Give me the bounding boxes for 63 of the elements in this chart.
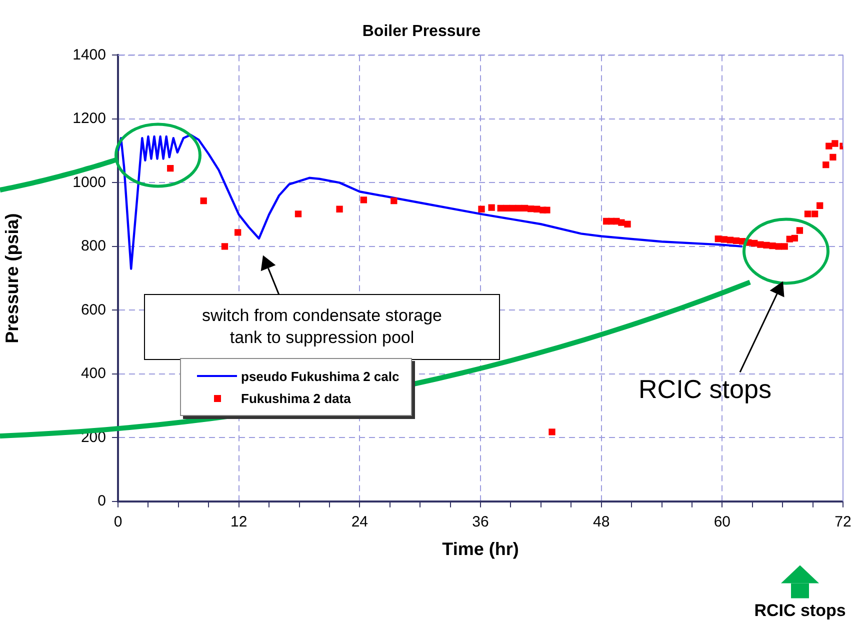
x-tick-label: 60 <box>714 514 731 531</box>
point <box>544 206 550 214</box>
point <box>720 236 728 243</box>
point <box>775 243 782 250</box>
point <box>826 142 832 150</box>
point <box>221 243 228 250</box>
point <box>234 229 242 236</box>
x-tick-label: 12 <box>230 514 248 531</box>
chart-title: Boiler Pressure <box>362 23 481 40</box>
point <box>714 235 722 242</box>
point <box>822 162 830 168</box>
y-tick-label: 0 <box>98 492 106 510</box>
point <box>497 204 504 212</box>
point <box>503 204 510 212</box>
x-tick-label: 48 <box>592 514 610 531</box>
point <box>726 236 734 244</box>
point <box>769 242 776 250</box>
point <box>816 202 824 209</box>
annotation: switch from condensate storage tank to suppression pool <box>200 305 443 350</box>
point <box>534 206 540 212</box>
y-tick-label: 600 <box>80 301 106 318</box>
point <box>167 165 174 172</box>
y-tick-label: 800 <box>80 238 106 255</box>
point <box>360 196 368 204</box>
point <box>618 219 625 226</box>
point <box>528 205 534 212</box>
y-tick-label: 1000 <box>72 174 106 191</box>
point <box>488 204 495 211</box>
x-tick-label: 72 <box>834 514 852 531</box>
point <box>200 198 207 204</box>
point <box>509 204 516 212</box>
point <box>751 240 758 247</box>
point <box>781 243 788 250</box>
text-box: switch from condensate storage tank to suppression pool <box>144 294 500 360</box>
point <box>294 210 302 218</box>
point <box>390 198 398 204</box>
point <box>832 140 838 147</box>
x-tick-label: 36 <box>472 514 489 531</box>
point <box>732 237 740 244</box>
point <box>791 234 798 242</box>
text: RCIC stops <box>753 601 847 622</box>
y-axis-title: Pressure (psia) <box>2 213 22 344</box>
x-tick-label: 24 <box>351 514 368 531</box>
point <box>804 210 812 218</box>
point <box>521 204 528 212</box>
legend-label: pseudo Fukushima 2 calc <box>241 368 400 384</box>
point <box>478 206 485 212</box>
annotation: RCIC stops <box>638 374 772 405</box>
point <box>763 242 770 248</box>
point <box>336 206 343 212</box>
legend-label: Fukushima 2 data <box>241 390 351 406</box>
point <box>515 204 522 212</box>
point <box>830 154 836 161</box>
point <box>757 241 764 248</box>
y-tick-label: 400 <box>80 365 106 382</box>
x-axis-title: Time (hr) <box>442 539 519 560</box>
y-tick-label: 1400 <box>72 46 106 64</box>
point <box>624 220 631 228</box>
y-tick-label: 1200 <box>72 110 106 128</box>
point <box>548 428 556 436</box>
point <box>811 210 818 218</box>
point <box>796 227 804 234</box>
x-tick-label: 0 <box>114 514 122 531</box>
